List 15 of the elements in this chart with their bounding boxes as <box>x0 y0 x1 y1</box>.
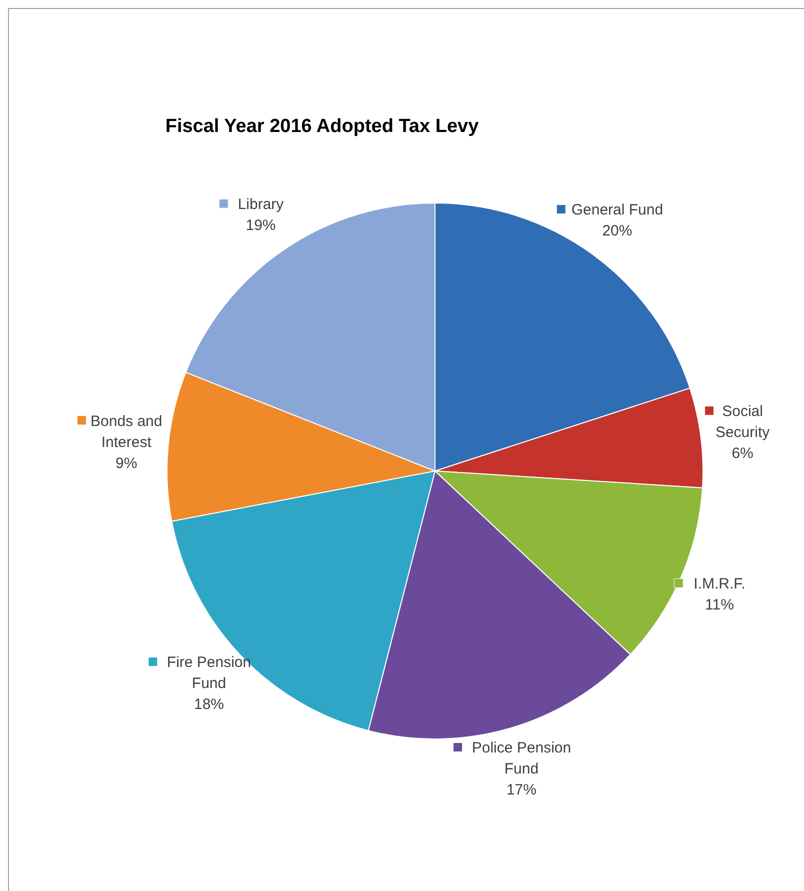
legend-label: Police Pension Fund <box>472 740 572 778</box>
legend-label: Fire Pension Fund <box>166 654 252 692</box>
legend-label: Library <box>238 196 284 214</box>
legend-label: Bonds and Interest <box>90 412 162 451</box>
data-label: 9% <box>116 454 138 472</box>
chart-title: Fiscal Year 2016 Adopted Tax Levy <box>165 116 480 137</box>
data-label: 6% <box>732 445 754 462</box>
legend-label: I.M.R.F. <box>694 576 746 593</box>
data-label: 17% <box>506 782 537 799</box>
legend-label: General Fund <box>571 202 664 219</box>
data-label: 20% <box>602 222 632 240</box>
legend-label: Social Security <box>715 403 770 442</box>
data-label: 19% <box>246 217 276 234</box>
data-label: 18% <box>194 696 224 714</box>
data-label: 11% <box>705 596 734 614</box>
